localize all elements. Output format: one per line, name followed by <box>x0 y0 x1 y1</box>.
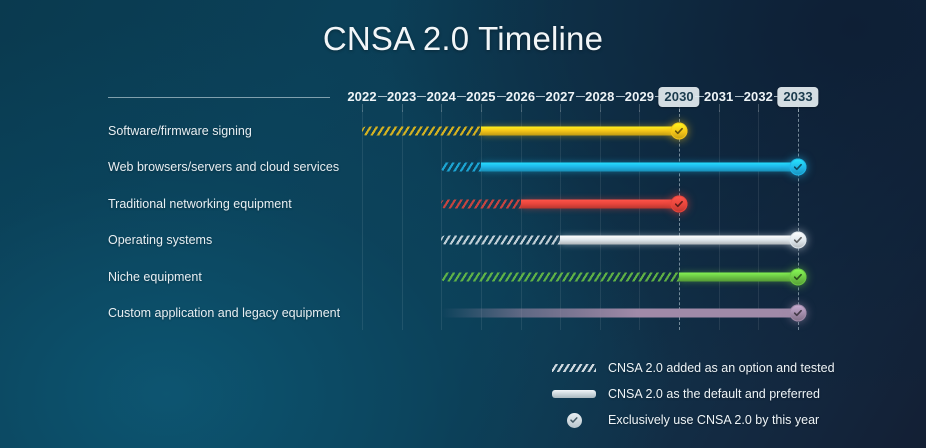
gridline-2022 <box>362 110 363 330</box>
year-separator-dash <box>734 96 744 97</box>
year-separator-dash <box>457 96 467 97</box>
year-separator-dash <box>496 96 506 97</box>
legend-item-0: CNSA 2.0 added as an option and tested <box>552 356 852 380</box>
year-label-2026: 2026 <box>505 89 536 104</box>
gridline-2028 <box>599 110 601 330</box>
gridline-2024 <box>441 110 443 330</box>
gridline-2025 <box>480 110 482 330</box>
legend-label-2: Exclusively use CNSA 2.0 by this year <box>608 413 820 427</box>
exclusive-use-check-icon-5[interactable] <box>789 304 807 322</box>
axis-tick-2022 <box>362 104 363 112</box>
gridline-2029 <box>639 110 641 330</box>
year-label-2028: 2028 <box>585 89 615 104</box>
year-separator-dash <box>694 96 704 97</box>
axis-tick-2032 <box>758 104 760 112</box>
year-label-2030: 2030 <box>658 87 700 107</box>
bar-segment-default-preferred-5 <box>441 308 798 318</box>
year-separator-dash <box>615 96 625 97</box>
bar-segment-option-tested-1 <box>441 162 481 172</box>
gridline-2032 <box>758 110 760 330</box>
timeline-bar-4[interactable] <box>441 272 798 282</box>
bar-segment-option-tested-0 <box>362 126 481 136</box>
year-separator-dash <box>377 96 387 97</box>
axis-leader-line <box>108 97 330 98</box>
page-title: CNSA 2.0 Timeline <box>322 20 604 57</box>
gridline-2033 <box>798 104 799 330</box>
hatched-bar-swatch <box>552 360 596 376</box>
timeline-bar-3[interactable] <box>441 235 798 245</box>
legend-item-1: CNSA 2.0 as the default and preferred <box>552 382 852 406</box>
axis-tick-2033 <box>798 104 799 112</box>
legend-label-1: CNSA 2.0 as the default and preferred <box>608 387 820 401</box>
axis-tick-2026 <box>520 104 522 112</box>
axis-tick-2025 <box>480 104 482 112</box>
gridline-2023 <box>401 110 403 330</box>
timeline-bar-2[interactable] <box>441 199 680 209</box>
gridline-2031 <box>718 110 720 330</box>
exclusive-use-check-icon-4[interactable] <box>789 268 807 286</box>
bar-segment-default-preferred-1 <box>480 162 798 172</box>
year-label-2023: 2023 <box>386 89 417 104</box>
bar-segment-default-preferred-2 <box>520 199 680 209</box>
bar-segment-default-preferred-3 <box>560 235 798 245</box>
row-label-4: Niche equipment <box>108 270 202 284</box>
axis-tick-2023 <box>401 104 403 112</box>
check-circle-icon <box>552 412 596 428</box>
row-label-1: Web browsers/servers and cloud services <box>108 160 340 174</box>
gridline-2030 <box>679 104 681 330</box>
timeline-bar-1[interactable] <box>441 162 798 172</box>
exclusive-use-check-icon-2[interactable] <box>670 195 688 213</box>
axis-tick-2029 <box>639 104 641 112</box>
row-label-2: Traditional networking equipment <box>108 197 292 211</box>
year-separator-dash <box>576 96 585 97</box>
year-label-2024: 2024 <box>426 89 456 104</box>
row-label-5: Custom application and legacy equipment <box>108 306 341 320</box>
legend-item-2: Exclusively use CNSA 2.0 by this year <box>552 408 852 432</box>
timeline-bar-0[interactable] <box>362 126 680 136</box>
exclusive-use-check-icon-0[interactable] <box>670 122 688 140</box>
axis-tick-2024 <box>441 104 443 112</box>
gridline-2027 <box>560 110 562 330</box>
timeline-bar-5[interactable] <box>441 308 798 318</box>
axis-tick-2031 <box>718 104 720 112</box>
year-label-2031: 2031 <box>704 89 734 104</box>
axis-tick-2027 <box>560 104 562 112</box>
axis-tick-2030 <box>679 104 681 112</box>
year-label-2025: 2025 <box>466 89 496 104</box>
bar-segment-option-tested-2 <box>441 199 521 209</box>
bar-segment-default-preferred-4 <box>679 272 798 282</box>
legend-label-0: CNSA 2.0 added as an option and tested <box>608 361 835 375</box>
gridline-2026 <box>520 110 522 330</box>
exclusive-use-check-icon-1[interactable] <box>789 158 807 176</box>
year-label-2027: 2027 <box>545 89 575 104</box>
solid-bar-swatch <box>552 386 596 402</box>
row-label-3: Operating systems <box>108 233 213 247</box>
year-label-2029: 2029 <box>624 89 655 104</box>
year-label-2022: 2022 <box>347 89 377 104</box>
bar-segment-option-tested-4 <box>441 272 680 282</box>
axis-tick-2028 <box>599 104 601 112</box>
bar-segment-default-preferred-0 <box>480 126 680 136</box>
year-separator-dash <box>536 96 546 97</box>
legend: CNSA 2.0 added as an option and tested CN… <box>552 356 852 434</box>
year-label-2032: 2032 <box>743 89 774 104</box>
row-label-0: Software/firmware signing <box>108 124 252 138</box>
year-label-2033: 2033 <box>777 87 819 107</box>
exclusive-use-check-icon-3[interactable] <box>789 231 807 249</box>
bar-segment-option-tested-3 <box>441 235 561 245</box>
year-separator-dash <box>417 96 427 97</box>
